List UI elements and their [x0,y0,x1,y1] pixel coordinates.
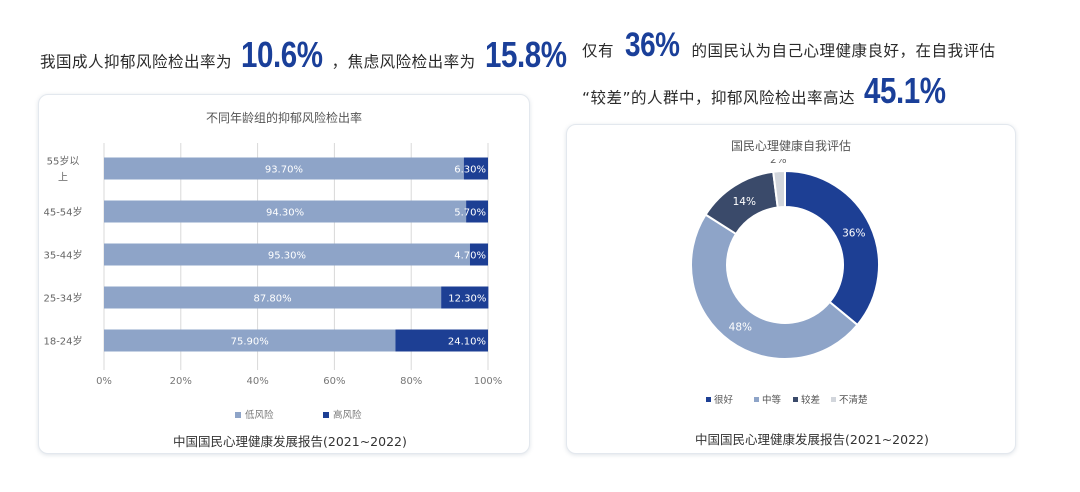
donut-data-label: 36% [842,228,865,240]
bar-data-label: 94.30% [266,208,304,219]
bar-data-label: 4.70% [454,251,486,262]
donut-data-label: 14% [733,196,756,208]
y-category-label: 55岁以 [47,155,80,168]
good-health-rate-value: 36% [625,26,681,64]
bar-segment-high-risk [466,200,488,223]
legend-label: 高风险 [333,409,362,421]
bar-segment-high-risk [441,286,489,309]
legend-label: 较差 [801,394,820,406]
y-category-label: 18-24岁 [43,335,82,348]
x-tick-label: 80% [400,376,422,387]
age-group-chart-card: 不同年龄组的抑郁风险检出率 0% 20% 40% 60% 80% 100% 55岁以上 93.… [38,94,530,454]
legend-swatch [706,397,711,402]
bar-segment-high-risk [469,243,488,266]
y-category-label: 35-44岁 [43,249,82,262]
donut-slice [784,169,880,327]
legend-swatch [235,412,241,418]
x-tick-label: 100% [474,376,503,387]
bar-segment-high-risk [395,329,488,352]
bar-segment-low-risk [104,157,464,180]
bar-chart-title: 不同年龄组的抑郁风险检出率 [205,111,362,125]
donut-slice [772,169,786,209]
x-tick-label: 60% [323,376,345,387]
headline-self-assessment-line1: 仅有 36% 的国民认为自己心理健康良好，在自我评估 [582,26,995,65]
donut-chart-source: 中国国民心理健康发展报告(2021~2022) [695,432,929,447]
bar-data-label: 75.90% [231,337,269,348]
bar-data-label: 6.30% [454,165,486,176]
headline-left-prefix: 我国成人抑郁风险检出率为 [40,53,233,71]
headline-left-middle: ，焦虑风险检出率为 [331,53,476,71]
legend-swatch [793,397,798,402]
y-category-label: 上 [58,172,68,184]
headline-right-suffix: 的国民认为自己心理健康良好，在自我评估 [691,42,996,60]
bar-segment-low-risk [104,200,467,223]
bar-segment-low-risk [104,243,470,266]
x-tick-label: 0% [96,376,112,387]
legend-label: 低风险 [245,409,274,421]
anxiety-rate-value: 15.8% [484,34,567,75]
bar-data-label: 95.30% [268,251,306,262]
poor-group-depression-value: 45.1% [864,70,946,111]
y-category-label: 25-34岁 [43,292,82,305]
bar-chart-source: 中国国民心理健康发展报告(2021~2022) [173,434,407,449]
legend-swatch [754,397,759,402]
donut-data-label: 2% [770,159,787,166]
legend-label: 不清楚 [839,394,868,406]
bar-data-label: 12.30% [448,294,486,305]
bar-data-label: 5.70% [454,208,486,219]
bar-data-label: 93.70% [265,165,303,176]
bar-segment-high-risk [463,157,488,180]
headline-right-line2-prefix: “较差”的人群中，抑郁风险检出率高达 [582,89,856,107]
donut-slice [690,213,859,360]
bar-data-label: 87.80% [254,294,292,305]
headline-depression-anxiety: 我国成人抑郁风险检出率为 10.6% ，焦虑风险检出率为 15.8% [40,34,575,76]
x-tick-label: 20% [170,376,192,387]
legend-swatch [831,397,836,402]
legend-swatch [323,412,329,418]
depression-rate-value: 10.6% [240,34,323,75]
legend-label: 中等 [762,394,782,406]
self-assessment-chart-card: 国民心理健康自我评估 36% 48% 14% 2% 很好 中等 较差 不清楚 中国国民心理健康… [566,124,1016,454]
headline-self-assessment-line2: “较差”的人群中，抑郁风险检出率高达 45.1% [582,70,955,112]
donut-data-label: 48% [729,321,752,333]
y-category-label: 45-54岁 [43,206,82,219]
x-tick-label: 40% [246,376,268,387]
headline-right-prefix: 仅有 [582,42,615,60]
bar-segment-low-risk [104,286,442,309]
legend-label: 很好 [714,394,734,406]
donut-chart-title: 国民心理健康自我评估 [730,139,851,153]
bar-segment-low-risk [104,329,396,352]
bar-data-label: 24.10% [448,337,486,348]
donut-chart: 36% 48% 14% 2% 很好 中等 较差 不清楚 [690,159,880,406]
